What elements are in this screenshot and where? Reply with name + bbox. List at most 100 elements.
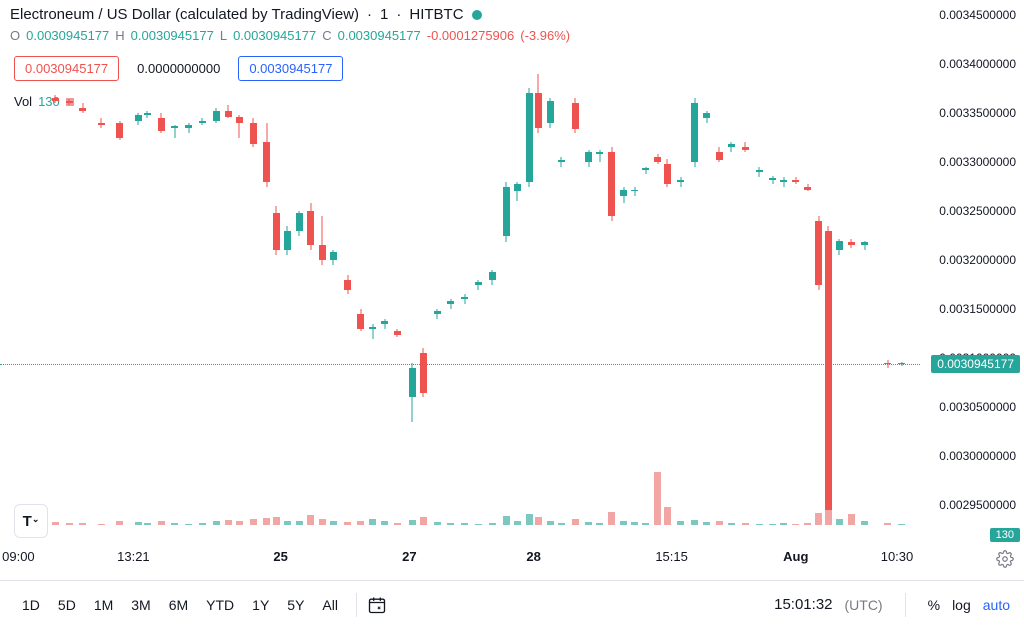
volume-bar[interactable]	[848, 514, 855, 525]
volume-bar[interactable]	[66, 523, 73, 525]
volume-bar[interactable]	[677, 521, 684, 525]
volume-bar[interactable]	[284, 521, 291, 525]
volume-bar[interactable]	[825, 510, 832, 525]
candle[interactable]	[296, 211, 303, 236]
volume-bar[interactable]	[572, 519, 579, 525]
candle[interactable]	[236, 115, 243, 138]
volume-bar[interactable]	[447, 523, 454, 525]
candle[interactable]	[66, 99, 73, 105]
candle[interactable]	[547, 98, 554, 127]
volume-bar[interactable]	[631, 522, 638, 525]
volume-bar[interactable]	[664, 507, 671, 525]
volume-bar[interactable]	[654, 472, 661, 525]
volume-bar[interactable]	[185, 524, 192, 525]
volume-bar[interactable]	[236, 521, 243, 525]
volume-bar[interactable]	[344, 522, 351, 525]
volume-bar[interactable]	[769, 524, 776, 525]
candle[interactable]	[756, 167, 763, 177]
volume-bar[interactable]	[585, 522, 592, 525]
candle[interactable]	[461, 294, 468, 304]
candle[interactable]	[728, 142, 735, 152]
candle[interactable]	[780, 177, 787, 187]
volume-bar[interactable]	[514, 521, 521, 525]
candle[interactable]	[225, 105, 232, 118]
candle[interactable]	[319, 216, 326, 265]
candle[interactable]	[409, 363, 416, 422]
candle[interactable]	[434, 309, 441, 319]
candle[interactable]	[664, 159, 671, 186]
volume-bar[interactable]	[547, 521, 554, 525]
candle[interactable]	[514, 182, 521, 202]
candle[interactable]	[158, 113, 165, 133]
clock-tz[interactable]: (UTC)	[845, 597, 883, 613]
candle[interactable]	[475, 280, 482, 290]
percent-toggle[interactable]: %	[928, 597, 940, 613]
candle[interactable]	[815, 216, 822, 290]
settings-gear-icon[interactable]	[996, 550, 1014, 573]
volume-bar[interactable]	[535, 517, 542, 525]
volume-bar[interactable]	[815, 513, 822, 525]
candle[interactable]	[144, 111, 151, 118]
volume-bar[interactable]	[642, 523, 649, 525]
candle[interactable]	[79, 103, 86, 113]
goto-date-icon[interactable]	[367, 595, 387, 615]
volume-bar[interactable]	[296, 521, 303, 525]
volume-bar[interactable]	[780, 523, 787, 525]
candle[interactable]	[716, 147, 723, 162]
volume-bar[interactable]	[319, 519, 326, 525]
candle[interactable]	[792, 177, 799, 184]
volume-bar[interactable]	[213, 521, 220, 525]
candle[interactable]	[98, 118, 105, 128]
timeframe-ytd[interactable]: YTD	[198, 591, 242, 619]
candle[interactable]	[199, 118, 206, 125]
volume-bar[interactable]	[273, 517, 280, 525]
volume-bar[interactable]	[381, 521, 388, 525]
candle[interactable]	[836, 239, 843, 256]
volume-bar[interactable]	[79, 523, 86, 525]
volume-bar[interactable]	[461, 523, 468, 525]
volume-bar[interactable]	[861, 521, 868, 525]
timeframe-1m[interactable]: 1M	[86, 591, 121, 619]
candle[interactable]	[558, 157, 565, 167]
candle[interactable]	[825, 226, 832, 515]
chart-plot-area[interactable]	[0, 0, 920, 545]
volume-bar[interactable]	[409, 520, 416, 525]
candle[interactable]	[330, 250, 337, 265]
candle[interactable]	[503, 182, 510, 243]
candle[interactable]	[171, 125, 178, 138]
price-axis[interactable]: 0.00345000000.00340000000.00335000000.00…	[920, 0, 1024, 545]
volume-bar[interactable]	[728, 523, 735, 525]
timeframe-all[interactable]: All	[314, 591, 346, 619]
candle[interactable]	[213, 108, 220, 123]
volume-bar[interactable]	[489, 523, 496, 525]
volume-bar[interactable]	[420, 517, 427, 525]
candle[interactable]	[420, 348, 427, 397]
volume-bar[interactable]	[263, 518, 270, 525]
volume-bar[interactable]	[503, 516, 510, 525]
candle[interactable]	[654, 154, 661, 164]
volume-bar[interactable]	[691, 520, 698, 525]
timeframe-1y[interactable]: 1Y	[244, 591, 277, 619]
timeframe-6m[interactable]: 6M	[161, 591, 196, 619]
volume-bar[interactable]	[898, 524, 905, 525]
candle[interactable]	[572, 98, 579, 132]
volume-bar[interactable]	[330, 521, 337, 525]
candle[interactable]	[263, 123, 270, 187]
volume-bar[interactable]	[434, 522, 441, 525]
candle[interactable]	[52, 95, 59, 103]
candle[interactable]	[620, 187, 627, 204]
volume-bar[interactable]	[225, 520, 232, 525]
tradingview-logo[interactable]: T⌄	[14, 504, 48, 538]
volume-bar[interactable]	[98, 524, 105, 525]
volume-bar[interactable]	[357, 521, 364, 525]
volume-bar[interactable]	[884, 523, 891, 525]
candle[interactable]	[116, 121, 123, 141]
volume-bar[interactable]	[558, 523, 565, 525]
volume-bar[interactable]	[199, 523, 206, 525]
volume-bar[interactable]	[526, 514, 533, 525]
candle[interactable]	[489, 270, 496, 285]
candle[interactable]	[848, 239, 855, 249]
volume-bar[interactable]	[608, 512, 615, 525]
candle[interactable]	[526, 88, 533, 186]
time-axis[interactable]: 09:0013:2125272815:15Aug10:30	[0, 545, 920, 569]
